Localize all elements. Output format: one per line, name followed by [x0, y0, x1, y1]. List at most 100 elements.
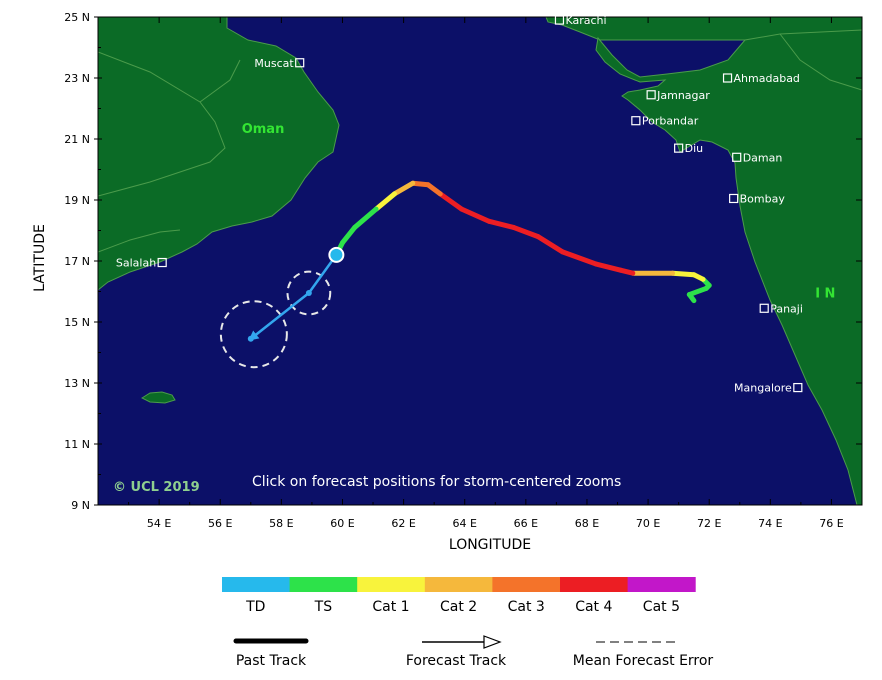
past-track-segment	[339, 224, 358, 246]
past-track-segment	[560, 249, 599, 267]
track-layer	[219, 180, 712, 369]
forecast-position[interactable]	[247, 335, 254, 342]
city-marker	[631, 116, 641, 126]
y-tick-label: 17 N	[64, 255, 90, 268]
past-track-segment	[425, 182, 443, 197]
country-borders	[98, 33, 862, 253]
city-marker	[759, 303, 769, 313]
y-tick-label: 9 N	[71, 499, 90, 512]
y-tick-label: 19 N	[64, 194, 90, 207]
legend-label: Cat 1	[372, 599, 409, 615]
y-tick-label: 11 N	[64, 438, 90, 451]
mean-error-label: Mean Forecast Error	[573, 653, 714, 669]
past-track-segment	[391, 180, 416, 197]
x-axis-title: LONGITUDE	[449, 537, 531, 553]
city-marker	[157, 257, 167, 268]
y-tick-label: 15 N	[64, 316, 90, 329]
city-marker	[295, 58, 305, 68]
past-track-segment	[410, 180, 431, 188]
city-diu[interactable]: Diu	[674, 142, 704, 155]
x-tick-label: 70 E	[636, 517, 660, 530]
city-layer: Karachi Muscat Ahmadabad Jamnagar Porbandar D…	[116, 14, 803, 395]
legend-label: Cat 2	[440, 599, 477, 615]
city-bombay[interactable]: Bombay	[729, 192, 786, 205]
indian-subcontinent	[595, 29, 862, 505]
x-tick-label: 56 E	[208, 517, 232, 530]
city-salalah[interactable]: Salalah	[116, 257, 167, 270]
city-label: Bombay	[740, 192, 786, 205]
city-label: Diu	[685, 142, 704, 155]
city-porbandar[interactable]: Porbandar	[631, 115, 699, 128]
y-tick-label: 13 N	[64, 377, 90, 390]
past-track-segment	[373, 191, 397, 212]
city-mangalore[interactable]: Mangalore	[734, 382, 803, 395]
land-layer	[98, 17, 862, 505]
y-axis-title: LATITUDE	[32, 224, 48, 292]
legend-label: TD	[245, 599, 265, 615]
forecast-error-circle	[219, 300, 288, 369]
past-track-segment	[593, 261, 624, 273]
legend-swatch-cat-3	[492, 577, 561, 592]
legend-swatch-cat-2	[424, 577, 493, 592]
x-tick-label: 54 E	[147, 517, 171, 530]
city-label: Ahmadabad	[734, 72, 800, 85]
y-tick-label: 21 N	[64, 133, 90, 146]
city-marker	[732, 152, 742, 162]
city-label: Mangalore	[734, 382, 792, 395]
region-label: Oman	[242, 122, 285, 137]
y-tick-label: 25 N	[64, 11, 90, 24]
past-track-segment	[511, 224, 541, 240]
legend-label: TS	[314, 599, 333, 615]
city-label: Jamnagar	[656, 89, 710, 102]
x-tick-label: 60 E	[330, 517, 354, 530]
city-karachi[interactable]: Karachi	[554, 14, 607, 27]
city-label: Karachi	[565, 14, 606, 27]
city-label: Salalah	[116, 257, 156, 270]
past-track-segment	[535, 234, 566, 255]
city-marker	[793, 382, 803, 393]
past-track-segment	[686, 285, 709, 298]
x-tick-label: 74 E	[758, 517, 782, 530]
region-label: I N	[815, 287, 835, 302]
city-ahmadabad[interactable]: Ahmadabad	[722, 72, 800, 85]
city-panaji[interactable]: Panaji	[759, 302, 803, 315]
zoom-instruction-note: Click on forecast positions for storm-ce…	[252, 474, 621, 490]
past-track-segment	[459, 206, 492, 224]
city-marker	[554, 15, 565, 25]
legend-swatch-cat-5	[627, 577, 696, 592]
legend-label: Cat 4	[575, 599, 612, 615]
legend-label: Cat 5	[643, 599, 680, 615]
axis-layer: 54 E 56 E 58 E 60 E 62 E 64 E 66 E 68 E 70 E 72 E…	[64, 11, 863, 530]
x-tick-label: 66 E	[514, 517, 538, 530]
y-tick-label: 23 N	[64, 72, 90, 85]
x-tick-label: 58 E	[269, 517, 293, 530]
city-marker	[722, 73, 733, 83]
legend-label: Cat 3	[508, 599, 545, 615]
city-label: Muscat	[254, 57, 294, 70]
legend-swatch-ts	[289, 577, 358, 592]
legend-swatch-td	[222, 577, 291, 592]
region-layer: Oman I N	[242, 122, 836, 302]
forecast-track-label: Forecast Track	[406, 653, 507, 669]
past-track-segment	[486, 218, 517, 230]
copyright-label: © UCL 2019	[113, 480, 200, 495]
past-track-label: Past Track	[236, 653, 307, 669]
past-track-segment	[437, 191, 465, 212]
city-jamnagar[interactable]: Jamnagar	[646, 89, 710, 102]
city-marker	[729, 193, 739, 204]
x-tick-label: 62 E	[391, 517, 415, 530]
city-marker	[674, 143, 684, 153]
city-daman[interactable]: Daman	[732, 151, 783, 164]
legend-swatch-cat-1	[357, 577, 426, 592]
forecast-position[interactable]	[305, 290, 312, 297]
x-tick-label: 68 E	[575, 517, 599, 530]
socotra-island	[140, 391, 176, 404]
city-marker	[646, 90, 656, 100]
track-legend: Past Track Forecast Track Mean Forecast …	[233, 635, 714, 669]
city-muscat[interactable]: Muscat	[254, 57, 305, 70]
city-label: Panaji	[770, 302, 803, 315]
current-storm-position[interactable]	[328, 246, 345, 263]
past-track-segment	[352, 206, 379, 230]
forecast-error-circle	[286, 270, 332, 316]
